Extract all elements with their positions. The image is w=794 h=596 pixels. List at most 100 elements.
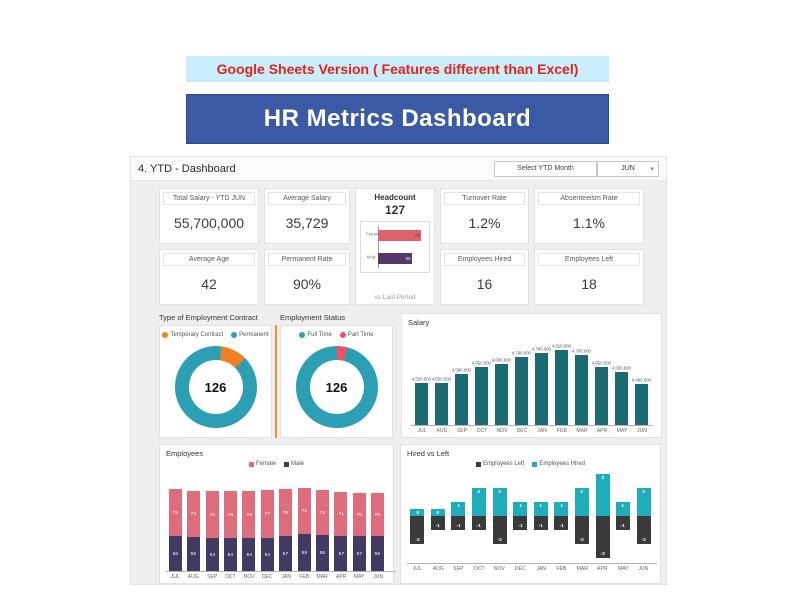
hired-bar: 2 bbox=[574, 488, 589, 516]
month-dropdown[interactable]: JUN ▾ bbox=[597, 160, 659, 177]
legend-item: Male bbox=[284, 461, 304, 467]
legend-label: Female bbox=[255, 461, 276, 467]
left-bar: -2 bbox=[492, 516, 507, 544]
left-bar-slot: -1 bbox=[613, 516, 634, 530]
legend-item: Part Time bbox=[339, 332, 374, 338]
female-segment: 74 bbox=[187, 491, 201, 537]
left-bar-slot: -3 bbox=[592, 516, 613, 558]
salary-bar bbox=[555, 350, 568, 425]
kpi-value: 90% bbox=[292, 275, 322, 292]
hired-bar: 1 bbox=[513, 502, 528, 516]
left-bar: -1 bbox=[513, 516, 528, 530]
stacked-bar-column: 74 59 bbox=[295, 488, 313, 571]
kpi-absenteeism-rate: Absenteeism Rate 1.1% bbox=[534, 188, 644, 244]
left-value: -1 bbox=[435, 523, 441, 529]
kpi-label: Average Salary bbox=[268, 192, 346, 205]
section-title: 4. YTD - Dashboard bbox=[138, 162, 236, 175]
stacked-bar-column: 76 54 bbox=[203, 491, 221, 571]
left-value: -1 bbox=[538, 523, 543, 529]
female-segment: 76 bbox=[205, 491, 219, 538]
month-label: JUL bbox=[412, 566, 422, 572]
month-label: JAN bbox=[536, 428, 547, 434]
left-bar: -3 bbox=[595, 516, 610, 558]
hired-bar: 1 bbox=[451, 502, 466, 516]
left-value: -2 bbox=[579, 537, 585, 543]
bar-column: 4,810,000 bbox=[552, 343, 572, 425]
month-label: AUG bbox=[432, 566, 444, 572]
donut-ring: 126 bbox=[295, 346, 378, 428]
chart-legend: Full Time Part Time bbox=[299, 329, 374, 341]
salary-bars: 4,500,000 4,500,000 4,580,000 4,650,000 4,68… bbox=[408, 327, 655, 425]
stacked-bar-column: 76 54 bbox=[240, 491, 258, 571]
legend-dot-icon bbox=[231, 332, 238, 338]
bar-value-label: 4,580,000 bbox=[451, 368, 472, 373]
donut-center-value: 126 bbox=[204, 379, 227, 395]
segment-value: 59 bbox=[301, 550, 307, 555]
mini-bar-label: Female bbox=[366, 232, 381, 238]
female-segment: 75 bbox=[168, 489, 182, 536]
employees-bars: 75 56 74 55 76 54 75 54 76 54 77 54 75 57 74 59 73 58 71 57… bbox=[166, 470, 387, 571]
hired-value: 2 bbox=[477, 489, 481, 495]
bar-column: 4,650,000 bbox=[472, 360, 492, 425]
hired-bar: 2 bbox=[472, 488, 487, 516]
segment-value: 74 bbox=[301, 508, 307, 514]
hired-bar: 2 bbox=[636, 488, 651, 516]
legend-label: Male bbox=[291, 461, 305, 467]
hired-bar-slot: 1 bbox=[531, 502, 552, 516]
hired-value: 1 bbox=[457, 503, 460, 509]
legend-label: Permanent bbox=[239, 332, 269, 338]
male-segment: 57 bbox=[352, 536, 366, 571]
stacked-bar-column: 70 56 bbox=[369, 493, 387, 571]
bar-value-label: 4,650,000 bbox=[471, 361, 492, 366]
salary-bar bbox=[595, 367, 608, 425]
salary-bar bbox=[635, 384, 648, 425]
month-label: MAR bbox=[316, 574, 329, 580]
month-label: FEB bbox=[299, 574, 310, 580]
chart-legend: Employees Left Employees Hired bbox=[407, 458, 654, 470]
mini-bar-value: 56 bbox=[405, 256, 411, 261]
legend-square-icon bbox=[475, 461, 481, 467]
mini-bar: 56 bbox=[378, 253, 412, 264]
chart-legend: Female Male bbox=[166, 458, 387, 470]
segment-value: 54 bbox=[209, 552, 215, 557]
segment-value: 57 bbox=[283, 551, 289, 556]
male-segment: 57 bbox=[334, 536, 348, 571]
headcount-mini-chart: Female 71 Male 56 bbox=[360, 221, 430, 273]
salary-bar bbox=[535, 353, 548, 425]
dashboard-sheet: 4. YTD - Dashboard Select YTD Month JUN … bbox=[130, 156, 667, 585]
bar-value-label: 4,500,000 bbox=[411, 377, 432, 382]
left-value: -2 bbox=[415, 537, 420, 543]
month-label: NOV bbox=[494, 566, 506, 572]
x-axis bbox=[166, 571, 396, 572]
stacked-bar-column: 74 55 bbox=[184, 491, 202, 571]
segment-value: 71 bbox=[338, 511, 344, 517]
segment-value: 55 bbox=[190, 551, 197, 557]
left-bar-slot: -1 bbox=[428, 516, 449, 530]
left-value: -1 bbox=[559, 523, 564, 529]
donut-ring: 126 bbox=[174, 346, 257, 428]
kpi-label: Employees Hired bbox=[444, 253, 525, 266]
month-label: MAY bbox=[617, 566, 629, 572]
month-label: SEP bbox=[206, 574, 218, 580]
salary-bar bbox=[435, 383, 448, 425]
hired-value: 2 bbox=[642, 489, 646, 495]
segment-value: 54 bbox=[246, 552, 252, 557]
segment-value: 76 bbox=[209, 512, 215, 517]
left-bar: -1 bbox=[616, 516, 631, 530]
month-label: OCT bbox=[225, 574, 236, 580]
female-segment: 73 bbox=[316, 490, 330, 535]
middle-panels: Type of Employment Contract Temporary Co… bbox=[159, 313, 662, 439]
bar-value-label: 4,680,000 bbox=[491, 358, 512, 363]
month-label: APR bbox=[597, 566, 608, 572]
segment-value: 76 bbox=[246, 512, 252, 517]
hired-value: 1 bbox=[518, 503, 522, 509]
month-label: JAN bbox=[535, 566, 546, 572]
male-segment: 56 bbox=[168, 536, 182, 571]
kpi-turnover-rate: Turnover Rate 1.2% bbox=[440, 188, 529, 244]
mini-bar-label: Male bbox=[366, 255, 376, 261]
segment-value: 56 bbox=[172, 551, 178, 556]
orange-divider bbox=[275, 325, 277, 438]
mini-bar-row: Male 56 bbox=[367, 253, 426, 264]
bar-column: 4,760,000 bbox=[572, 348, 592, 425]
kpi-value: 42 bbox=[201, 275, 217, 292]
